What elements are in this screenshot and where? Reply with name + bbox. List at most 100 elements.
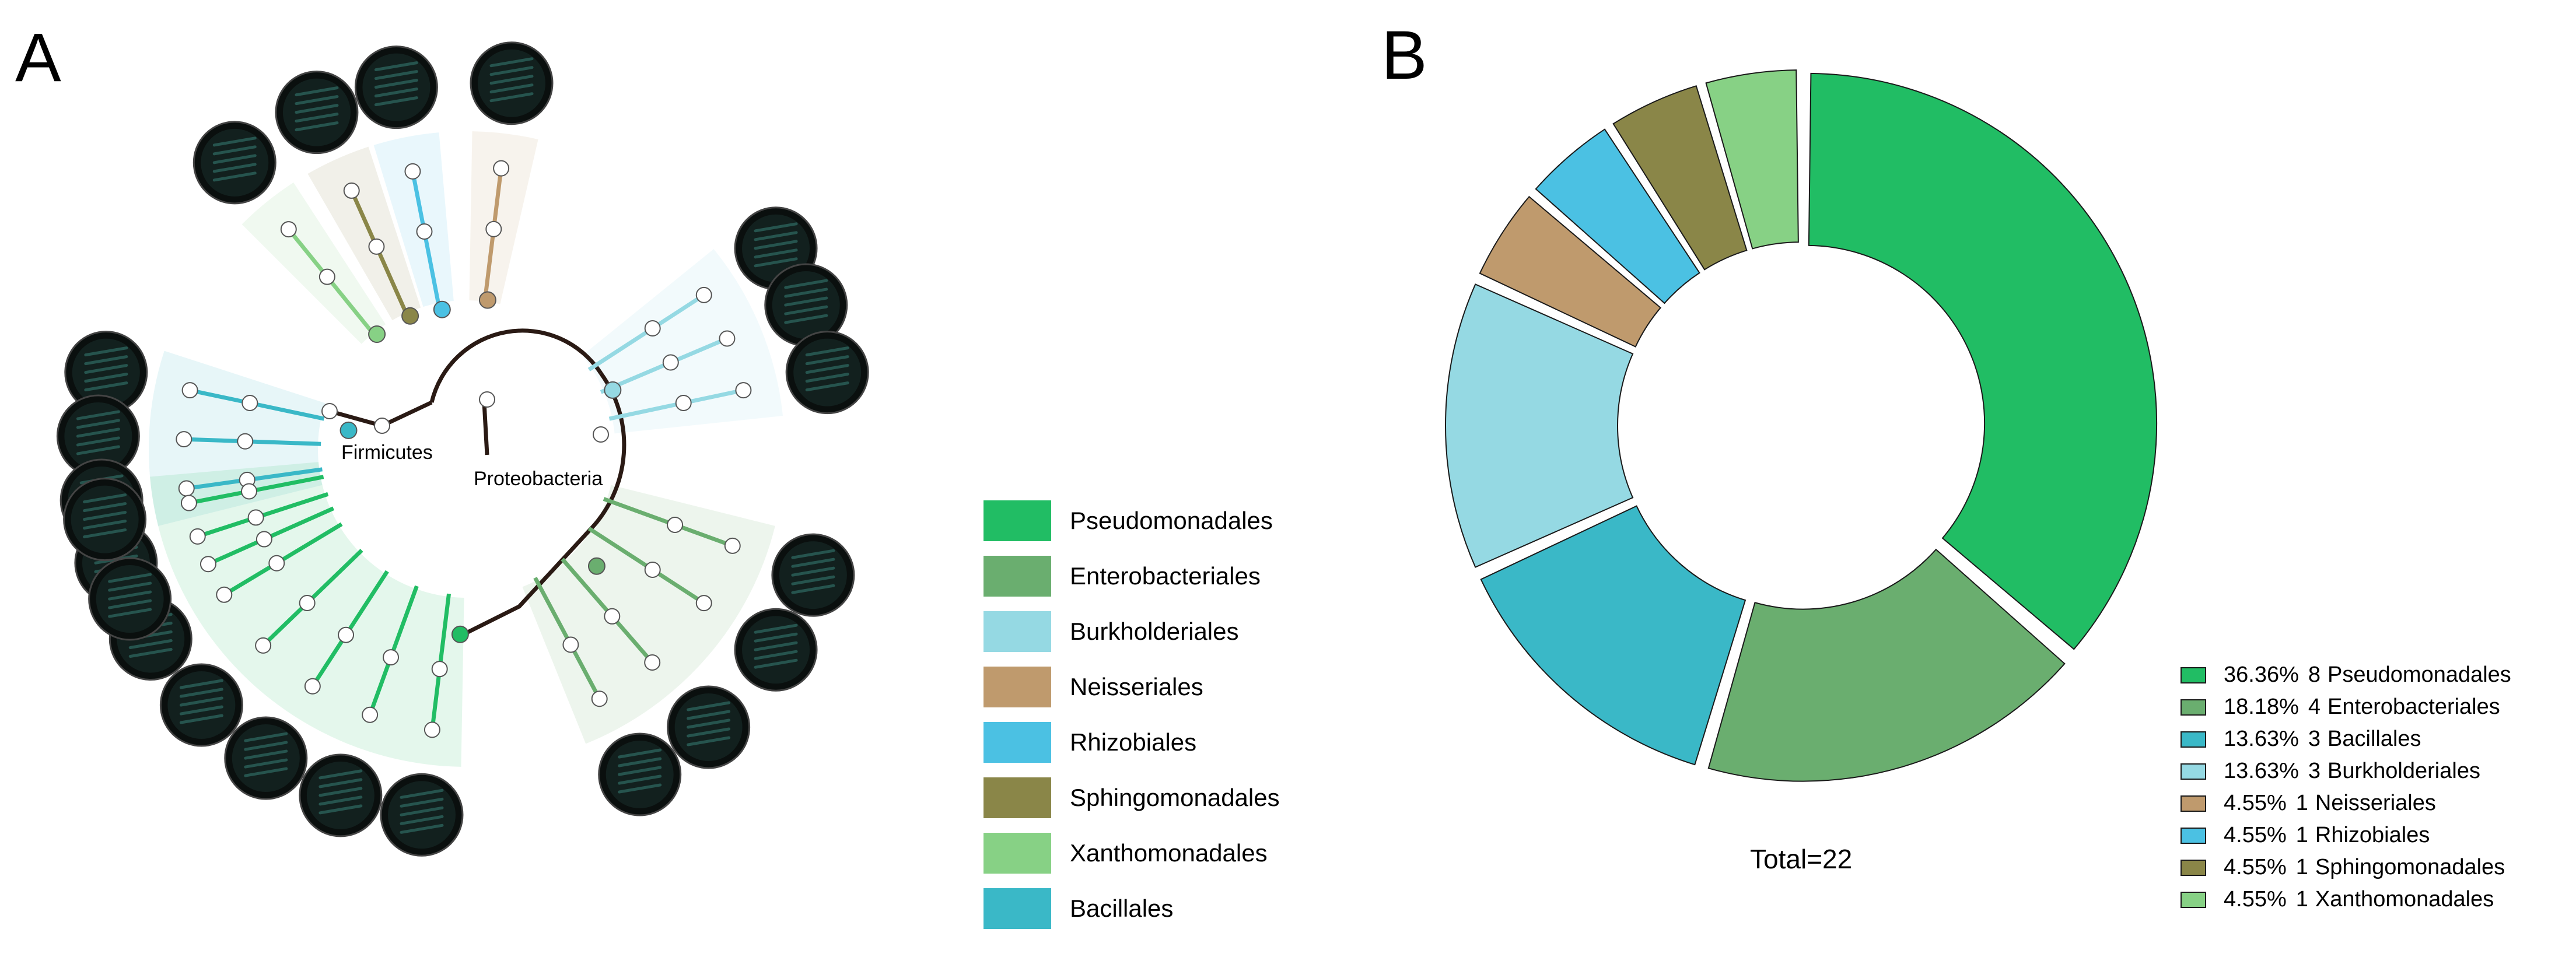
tree-node	[485, 220, 502, 237]
donut-legend-item: 18.18% 4 Enterobacteriales	[2180, 691, 2511, 723]
donut-legend-item: 4.55% 1 Sphingomonadales	[2180, 851, 2511, 884]
legend-a-swatch	[984, 833, 1051, 874]
tree-tip-node	[180, 495, 197, 511]
tree-tip-node	[724, 537, 741, 554]
tree-node	[242, 394, 258, 411]
donut-legend-percent: 36.36%	[2224, 662, 2299, 687]
legend-a-swatch	[984, 500, 1051, 541]
tree-node	[593, 426, 609, 443]
proteobacteria-label: Proteobacteria	[474, 468, 603, 490]
clade-node	[368, 325, 386, 343]
agar-plate-image	[192, 121, 276, 205]
donut-legend-label: Rhizobiales	[2315, 823, 2430, 847]
legend-a-label: Enterobacteriales	[1070, 562, 1261, 590]
tree-tip-node	[735, 382, 752, 399]
donut-legend-label: Sphingomonadales	[2315, 855, 2505, 879]
phylogenetic-tree: Firmicutes Proteobacteria	[56, 41, 869, 857]
tree-tip-node	[255, 637, 272, 654]
donut-legend-swatch	[2180, 731, 2206, 748]
donut-legend-swatch	[2180, 795, 2206, 812]
donut-legend-item: 4.55% 1 Neisseriales	[2180, 787, 2511, 819]
donut-slice	[1707, 548, 2066, 782]
agar-plate-image	[598, 732, 682, 816]
legend-a-swatch	[984, 888, 1051, 929]
tree-tip-node	[362, 706, 379, 723]
donut-slice	[1480, 505, 1746, 766]
donut-legend-count: 1	[2295, 791, 2308, 815]
tree-node	[318, 268, 335, 285]
agar-plate-image	[734, 608, 818, 692]
legend-a-item: Rhizobiales	[984, 722, 1196, 763]
clade-node	[433, 300, 451, 318]
donut-legend-percent: 13.63%	[2224, 727, 2299, 751]
legend-a-label: Pseudomonadales	[1070, 507, 1273, 534]
tree-node	[431, 661, 448, 678]
tree-tip-node	[181, 382, 198, 399]
tree-node	[662, 354, 679, 371]
legend-a-label: Sphingomonadales	[1070, 784, 1280, 811]
tree-tip-node	[304, 678, 321, 695]
legend-a-item: Xanthomonadales	[984, 833, 1268, 874]
agar-plate-image	[785, 331, 869, 415]
tree-tip-node	[493, 160, 510, 177]
agar-plate-image	[275, 71, 359, 155]
tree-branch	[482, 402, 489, 455]
donut-legend-label: Burkholderiales	[2328, 759, 2480, 783]
donut-legend-swatch	[2180, 699, 2206, 716]
clade-sector	[469, 131, 538, 304]
donut-slice	[1808, 72, 2158, 650]
agar-plate-image	[56, 394, 140, 478]
donut-legend-item: 4.55% 1 Rhizobiales	[2180, 819, 2511, 851]
legend-a-item: Sphingomonadales	[984, 777, 1280, 818]
legend-a-swatch	[984, 722, 1051, 763]
panel-label-b: B	[1381, 17, 1427, 94]
donut-legend-count: 4	[2308, 695, 2321, 719]
tree-node	[268, 555, 285, 572]
donut-legend-label: Bacillales	[2328, 727, 2421, 751]
donut-slice	[1612, 85, 1748, 271]
agar-plate-image	[88, 557, 172, 641]
clade-sector	[373, 132, 454, 307]
tree-node	[604, 608, 621, 625]
donut-legend-percent: 18.18%	[2224, 695, 2299, 719]
tree-node	[374, 418, 390, 434]
donut-legend-item: 13.63% 3 Bacillales	[2180, 723, 2511, 755]
tree-tip-node	[280, 221, 297, 238]
clade-sector	[150, 462, 464, 767]
clade-node	[587, 557, 606, 575]
donut-legend-percent: 13.63%	[2224, 759, 2299, 783]
agar-plate-image	[380, 773, 464, 857]
total-label: Total=22	[1750, 844, 1853, 874]
tree-node	[368, 238, 385, 255]
tree-node	[256, 531, 272, 548]
panel-label-a: A	[15, 19, 61, 96]
donut-slice	[1705, 69, 1799, 250]
donut-legend-count: 8	[2308, 662, 2321, 687]
legend-a-item: Pseudomonadales	[984, 500, 1273, 541]
tree-tip-node	[591, 690, 608, 707]
tree-tip-node	[695, 286, 712, 303]
legend-a-label: Rhizobiales	[1070, 728, 1197, 756]
donut-legend-count: 3	[2308, 727, 2321, 751]
tree-node	[644, 320, 661, 337]
legend-a-label: Burkholderiales	[1070, 618, 1239, 645]
tree-node	[240, 483, 257, 500]
tree-tip-node	[178, 480, 195, 497]
agar-plate-image	[771, 533, 855, 617]
donut-legend-swatch	[2180, 891, 2206, 908]
tree-tip-node	[424, 721, 440, 738]
clade-node	[451, 625, 469, 643]
donut-legend-swatch	[2180, 827, 2206, 844]
donut-chart	[1445, 69, 2158, 782]
agar-plate-image	[299, 753, 383, 837]
tree-tip-node	[644, 654, 661, 671]
agar-plate-image	[354, 45, 438, 129]
legend-a-swatch	[984, 777, 1051, 818]
donut-legend-count: 1	[2295, 823, 2308, 847]
donut-legend-label: Neisseriales	[2315, 791, 2436, 815]
donut-slice	[1535, 128, 1700, 304]
donut-legend-count: 1	[2295, 855, 2308, 879]
legend-a-item: Enterobacteriales	[984, 556, 1261, 597]
tree-tip-node	[719, 330, 736, 347]
donut-legend-count: 1	[2295, 887, 2308, 912]
